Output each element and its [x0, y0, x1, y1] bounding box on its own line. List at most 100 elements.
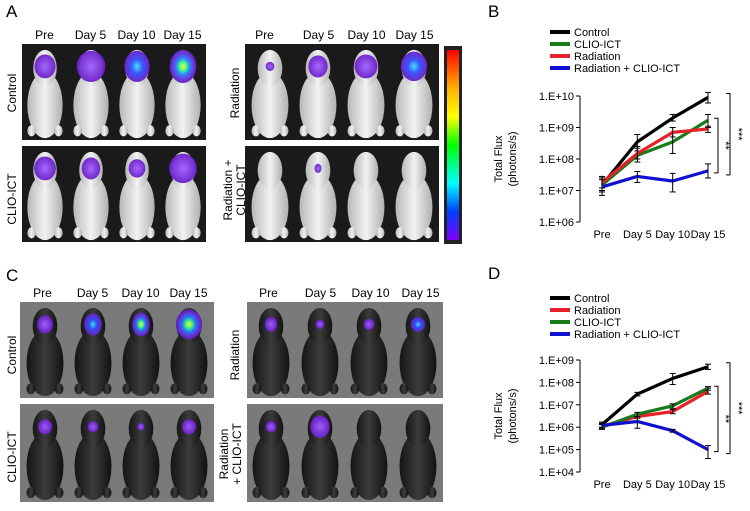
significance-bracket [726, 362, 731, 455]
mouse-image-control [122, 307, 160, 397]
day-label: Pre [33, 286, 52, 300]
bioluminescence-signal [175, 309, 203, 340]
bioluminescence-signal [363, 318, 375, 330]
significance-label: *** [732, 128, 744, 142]
mouse-image-radiation [251, 49, 289, 139]
mouse-image-radiation [347, 49, 385, 139]
bioluminescence-signal [76, 50, 106, 83]
mouse-image-clio-ict [119, 151, 155, 241]
day-label: Day 5 [74, 28, 107, 42]
mouse-image-clio-ict [170, 409, 208, 501]
significance-label: ** [719, 141, 731, 150]
bioluminescence-signal [128, 159, 146, 178]
y-tick-label: 1.E+04 [539, 467, 574, 479]
bioluminescence-signal [169, 49, 197, 83]
y-axis-label: Total Flux [493, 392, 505, 440]
significance-bracket [714, 117, 719, 174]
bioluminescence-signal [314, 163, 322, 173]
mouse-image-radiation [399, 307, 437, 397]
legend-label: CLIO-ICT [574, 39, 621, 51]
x-tick-label: Day 15 [691, 229, 726, 241]
bioluminescence-signal [169, 153, 197, 184]
series-line-control [600, 365, 709, 426]
day-label: Pre [35, 28, 54, 42]
mouse-image-radiation [299, 49, 337, 139]
bioluminescence-signal [315, 319, 325, 329]
mouse-image-control [119, 49, 155, 139]
y-tick-label: 1.E+10 [539, 91, 574, 103]
mouse-image-control [73, 49, 109, 139]
legend-label: CLIO-ICT [574, 317, 621, 329]
chart-d-svg: 1.E+04 1.E+05 1.E+06 1.E+07 1.E+08 1.E+09 Pre D… [493, 293, 744, 491]
mouse-image-control [170, 307, 208, 397]
bioluminescence-signal [308, 55, 328, 78]
significance-bracket [726, 92, 731, 176]
series-line-clio-ict [601, 386, 709, 429]
y-tick-label: 1.E+08 [539, 377, 574, 389]
mouse-image-clio-ict [27, 151, 63, 241]
legend-label: Radiation + CLIO-ICT [574, 63, 680, 75]
panel-a-images [22, 44, 462, 244]
bioluminescence-signal [124, 50, 150, 83]
panel-letter-d: D [488, 264, 501, 283]
mouse-image-control [74, 307, 112, 397]
bioluminescence-signal [34, 54, 56, 79]
day-label: Day 10 [121, 286, 160, 300]
bioluminescence-signal [37, 315, 53, 334]
day-label: Day 10 [351, 286, 390, 300]
mouse-image-clio-ict [122, 409, 160, 501]
bioluminescence-signal [181, 419, 197, 435]
x-tick-label: Day 15 [691, 479, 726, 491]
mouse-image-control [165, 49, 201, 139]
mouse-image-clio-ict [26, 409, 64, 501]
chart-d: 1.E+04 1.E+05 1.E+06 1.E+07 1.E+08 1.E+09 Pre D… [488, 282, 750, 511]
legend-label: Control [574, 293, 609, 305]
mouse-image-control [26, 307, 64, 397]
y-axis-label: (photons/s) [507, 131, 519, 186]
mouse-image-combo [301, 409, 339, 501]
legend-label: Radiation [574, 305, 620, 317]
x-tick-label: Pre [593, 479, 610, 491]
mouse-image-combo [252, 409, 290, 501]
y-tick-label: 1.E+09 [539, 355, 574, 367]
day-label: Pre [259, 286, 278, 300]
bioluminescence-signal [265, 61, 275, 71]
y-tick-label: 1.E+09 [539, 123, 574, 135]
mouse-image-combo [350, 409, 388, 501]
panel-c-images [20, 302, 443, 502]
x-tick-label: Pre [593, 229, 610, 241]
bioluminescence-signal [132, 312, 150, 337]
chart-b: 1.E+06 1.E+07 1.E+08 1.E+09 1.E+10 Pre Day 5 Da… [488, 20, 750, 265]
bioluminescence-signal [265, 421, 277, 433]
y-axis-label: Total Flux [493, 135, 505, 183]
y-tick-label: 1.E+07 [539, 400, 574, 412]
bioluminescence-signal [87, 421, 99, 433]
series-line-radiation-clio-ict [601, 419, 709, 452]
bioluminescence-signal [34, 156, 56, 181]
day-label: Day 15 [169, 286, 208, 300]
panel-letter-c: C [6, 266, 19, 285]
bioluminescence-signal [354, 54, 378, 79]
significance-label: ** [719, 415, 731, 424]
day-label: Day 5 [76, 286, 109, 300]
y-tick-label: 1.E+05 [539, 445, 574, 457]
bioluminescence-signal [410, 317, 426, 332]
series-line-radiation-clio-ict [601, 169, 709, 189]
mouse-image-clio-ict [165, 151, 201, 241]
legend-label: Radiation + CLIO-ICT [574, 329, 680, 341]
day-label: Day 15 [395, 28, 434, 42]
mouse-image-control [27, 49, 63, 139]
mouse-image-radiation [350, 307, 388, 397]
day-label: Day 15 [163, 28, 202, 42]
day-label: Day 15 [401, 286, 440, 300]
legend-label: Radiation [574, 51, 620, 63]
mouse-image-radiation [395, 49, 433, 139]
bioluminescence-signal [137, 423, 145, 431]
mouse-image-clio-ict [74, 409, 112, 501]
bioluminescence-signal [400, 51, 428, 82]
mouse-image-combo [347, 151, 385, 241]
mouse-image-clio-ict [73, 151, 109, 241]
y-tick-label: 1.E+06 [539, 217, 574, 229]
y-axis-label: (photons/s) [507, 388, 519, 443]
